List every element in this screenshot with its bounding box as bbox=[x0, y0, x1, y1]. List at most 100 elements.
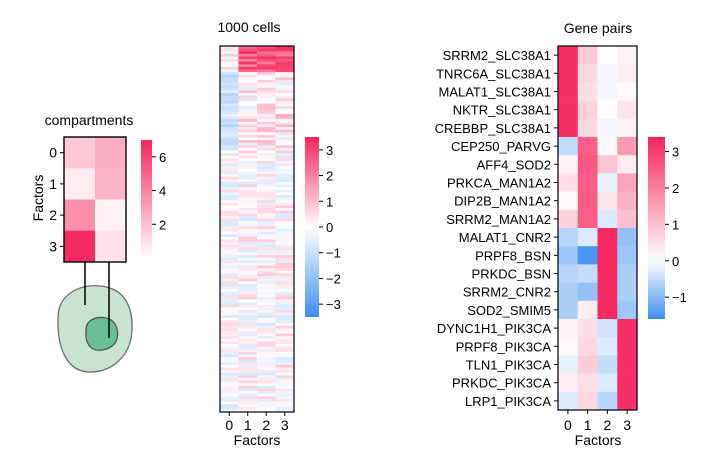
gene-pairs-cell bbox=[617, 282, 638, 302]
cells-heatmap-cell bbox=[238, 304, 258, 308]
cells-heatmap-cell bbox=[238, 236, 258, 240]
cells-heatmap-cell bbox=[275, 150, 295, 154]
cells-heatmap-cell bbox=[220, 181, 239, 185]
gene-pairs-cell bbox=[597, 64, 618, 83]
gene-pairs-cell bbox=[577, 391, 598, 411]
cells-heatmap-cell bbox=[238, 145, 258, 149]
cells-heatmap-cell bbox=[238, 223, 258, 227]
cells-heatmap-cell bbox=[220, 147, 239, 151]
gene-pairs-cell bbox=[617, 82, 638, 101]
cells-heatmap-cell bbox=[275, 304, 295, 308]
gene-pairs-cell bbox=[597, 319, 618, 338]
cells-heatmap-cell bbox=[275, 231, 295, 235]
cells-heatmap-cell bbox=[238, 174, 258, 178]
cells-heatmap-cell bbox=[220, 236, 239, 240]
cells-colorbar-gradient bbox=[305, 137, 319, 317]
cells-heatmap-cell bbox=[238, 218, 258, 222]
compartments-cell bbox=[95, 230, 127, 263]
cells-heatmap-cell bbox=[257, 218, 276, 222]
compartments-cell bbox=[95, 199, 127, 232]
cells-heatmap-cell bbox=[257, 69, 276, 73]
cells-heatmap-cell bbox=[220, 265, 239, 269]
cells-heatmap-cell bbox=[220, 401, 239, 405]
cells-heatmap-cell bbox=[275, 378, 295, 381]
cells-heatmap-cell bbox=[257, 257, 276, 261]
cells-heatmap-cell bbox=[220, 200, 239, 204]
cells-heatmap-cell bbox=[220, 372, 239, 376]
cells-heatmap-cell bbox=[220, 61, 239, 65]
cells-heatmap-cell bbox=[275, 291, 295, 295]
cells-heatmap-cell bbox=[257, 338, 276, 342]
gene-pairs-cell bbox=[577, 118, 598, 138]
gene-pairs-cell bbox=[597, 228, 618, 247]
cells-heatmap-cell bbox=[257, 155, 276, 159]
cells-heatmap-cell bbox=[257, 61, 276, 65]
cells-heatmap-cell bbox=[238, 294, 258, 298]
cells-heatmap-cell bbox=[220, 289, 239, 293]
cells-heatmap-cell bbox=[220, 276, 239, 279]
gene-pairs-cell bbox=[577, 355, 598, 374]
cells-heatmap-cell bbox=[238, 100, 258, 104]
cells-heatmap-cell bbox=[238, 362, 258, 366]
cells-heatmap-cell bbox=[220, 215, 239, 219]
gene-pairs-colorbar-tick-label: 1 bbox=[672, 217, 679, 232]
cells-heatmap-cell bbox=[238, 82, 258, 86]
cells-heatmap-cell bbox=[220, 299, 239, 303]
gene-pairs-cell bbox=[617, 155, 638, 174]
cells-heatmap-cell bbox=[275, 121, 295, 125]
cells-heatmap-cell bbox=[275, 208, 295, 211]
cells-heatmap-cell bbox=[220, 357, 239, 361]
gene-pairs-cell bbox=[617, 191, 638, 211]
cells-heatmap-cell bbox=[238, 291, 258, 295]
cells-heatmap-cell bbox=[257, 289, 276, 293]
gene-pairs-cell bbox=[617, 355, 638, 374]
cells-heatmap-cell bbox=[275, 147, 295, 151]
cells-heatmap-cell bbox=[220, 187, 239, 191]
cells-heatmap-cell bbox=[238, 359, 258, 363]
cells-heatmap-cell bbox=[238, 106, 258, 110]
cells-heatmap-cell bbox=[220, 184, 239, 188]
cells-heatmap-cell bbox=[275, 244, 295, 248]
cells-heatmap-cell bbox=[275, 234, 295, 238]
cells-heatmap-cell bbox=[238, 312, 258, 316]
gene-pair-label: SRRM2_CNR2 bbox=[463, 285, 551, 300]
gene-pair-label: SRRM2_MAN1A2 bbox=[446, 212, 551, 227]
cells-heatmap-cell bbox=[257, 82, 276, 86]
cells-heatmap-cell bbox=[257, 370, 276, 374]
cells-heatmap-cell bbox=[238, 257, 258, 261]
cells-heatmap-cell bbox=[257, 223, 276, 227]
cells-heatmap-cell bbox=[220, 393, 239, 397]
gene-pairs-cell bbox=[597, 264, 618, 283]
gene-pair-label: MALAT1_SLC38A1 bbox=[439, 85, 552, 100]
cells-heatmap-cell bbox=[257, 296, 276, 300]
cells-heatmap-cell bbox=[238, 231, 258, 235]
cells-heatmap-cell bbox=[275, 163, 295, 167]
cells-heatmap-cell bbox=[257, 153, 276, 157]
cells-heatmap-cell bbox=[275, 299, 295, 303]
gene-pairs-cell bbox=[577, 137, 598, 156]
cells-heatmap-cell bbox=[275, 119, 295, 123]
cells-xlabel: Factors bbox=[234, 432, 281, 448]
gene-pairs-cell bbox=[577, 264, 598, 283]
cells-heatmap-cell bbox=[238, 273, 258, 277]
compartments-ylabel: Factors bbox=[30, 175, 46, 222]
cells-heatmap-cell bbox=[220, 189, 239, 193]
cells-heatmap-cell bbox=[257, 142, 276, 146]
cells-heatmap-cell bbox=[275, 161, 295, 164]
gene-pairs-cell bbox=[558, 300, 579, 320]
gene-pairs-cell bbox=[597, 46, 618, 65]
cells-heatmap-cell bbox=[275, 113, 295, 117]
gene-pairs-cell bbox=[558, 137, 579, 156]
cells-heatmap-cell bbox=[238, 234, 258, 238]
cells-heatmap-cell bbox=[275, 372, 295, 376]
cells-heatmap-cell bbox=[257, 74, 276, 78]
cells-heatmap-cell bbox=[275, 171, 295, 175]
gene-pairs-cell bbox=[617, 46, 638, 65]
cells-heatmap-cell bbox=[238, 116, 258, 120]
cells-heatmap-cell bbox=[220, 51, 239, 55]
cells-heatmap-cell bbox=[220, 375, 239, 379]
gene-pairs-cell bbox=[617, 118, 638, 138]
cells-heatmap-cell bbox=[257, 276, 276, 279]
cells-heatmap-cell bbox=[220, 103, 239, 107]
gene-pairs-cell bbox=[617, 337, 638, 356]
